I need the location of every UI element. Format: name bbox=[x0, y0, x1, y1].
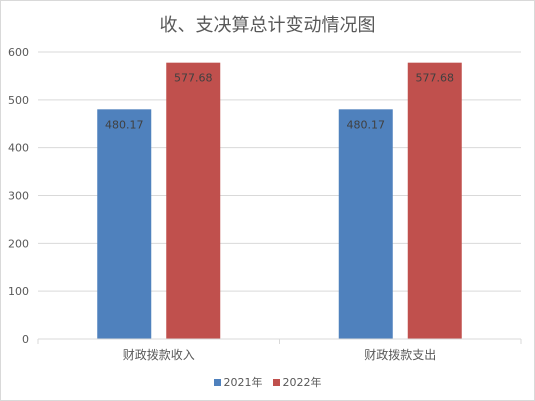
bar bbox=[166, 62, 221, 340]
legend-item: 2022年 bbox=[272, 374, 322, 390]
y-tick-label: 200 bbox=[8, 237, 29, 250]
data-label: 577.68 bbox=[174, 72, 213, 85]
y-tick-label: 600 bbox=[8, 46, 29, 59]
data-label: 577.68 bbox=[416, 72, 455, 85]
chart-title: 收、支决算总计变动情况图 bbox=[159, 15, 376, 36]
data-label: 480.17 bbox=[105, 118, 144, 131]
bar bbox=[97, 109, 152, 339]
legend: 2021年 2022年 bbox=[1, 374, 534, 390]
legend-label: 2022年 bbox=[282, 376, 322, 389]
x-tick-label: 财政拨款收入 bbox=[123, 348, 195, 362]
y-tick-label: 400 bbox=[8, 142, 29, 155]
legend-swatch bbox=[213, 378, 221, 386]
data-label: 480.17 bbox=[347, 118, 386, 131]
y-tick-label: 500 bbox=[8, 94, 29, 107]
bar bbox=[407, 62, 462, 340]
bar bbox=[338, 109, 393, 339]
y-tick-label: 300 bbox=[8, 190, 29, 203]
legend-item: 2021年 bbox=[213, 374, 263, 390]
x-tick-label: 财政拨款支出 bbox=[364, 348, 436, 362]
y-tick-label: 100 bbox=[8, 285, 29, 298]
legend-swatch bbox=[272, 378, 280, 386]
legend-label: 2021年 bbox=[223, 376, 263, 389]
y-tick-label: 0 bbox=[22, 333, 29, 346]
